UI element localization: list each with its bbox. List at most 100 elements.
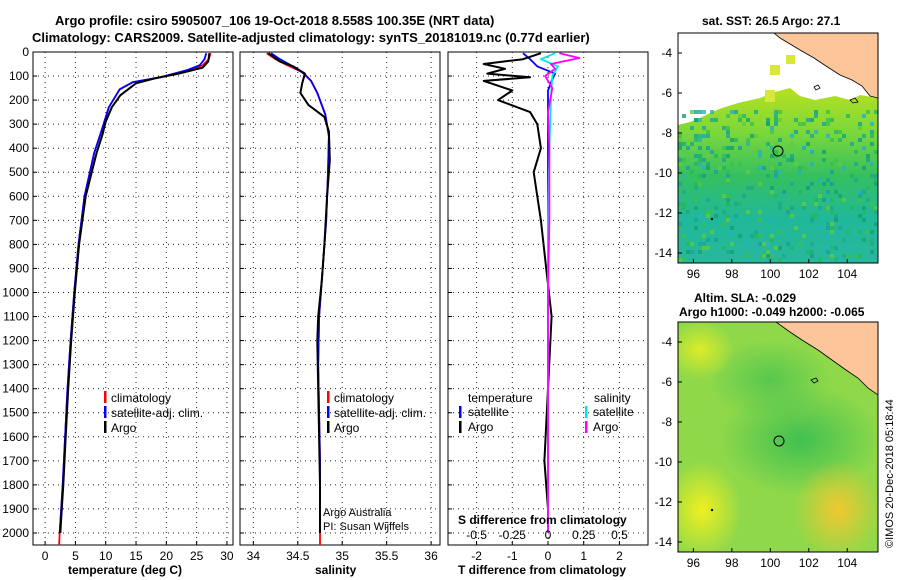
sst-pixel	[838, 138, 842, 142]
sst-speckles	[678, 110, 878, 262]
sst-pixel	[710, 230, 714, 234]
legend-swatch-argo	[327, 421, 330, 433]
sst-pixel	[746, 254, 750, 258]
salinity-diff-tick-label: 0	[545, 528, 552, 542]
sst-pixel	[834, 258, 838, 262]
sst-pixel	[746, 170, 750, 174]
legend-t-satellite: satellite	[468, 405, 509, 419]
salinity-diff-ticks: -0.5 -0.25 0 0.25 0.5	[466, 528, 628, 542]
sst-pixel	[694, 218, 698, 222]
sst-pixel	[726, 194, 730, 198]
sst-pixel	[834, 214, 838, 218]
sst-pixel	[826, 190, 830, 194]
legend-swatch-t-argo	[459, 421, 462, 433]
sst-pixel	[806, 142, 810, 146]
salinity-diff-tick-label: 0.25	[572, 528, 596, 542]
sst-pixel	[770, 166, 774, 170]
sst-pixel	[726, 134, 730, 138]
depth-tick-label: 100	[9, 69, 29, 83]
difference-lines	[482, 52, 581, 533]
sst-pixel	[842, 238, 846, 242]
sst-pixel	[702, 166, 706, 170]
difference-x-tick-label: 0	[545, 549, 552, 563]
sst-pixel	[802, 206, 806, 210]
sst-pixel	[722, 158, 726, 162]
sst-pixel	[678, 170, 682, 174]
sst-pixel	[698, 182, 702, 186]
sst-map-frame	[677, 32, 879, 264]
sla-land	[775, 322, 878, 396]
sla-map-title-1: Altim. SLA: -0.029	[694, 291, 796, 305]
sst-pixel	[678, 202, 682, 206]
sst-pixel	[694, 206, 698, 210]
depth-tick-label: 900	[9, 261, 29, 275]
temperature-legend: climatology satellite-adj. clim. Argo	[104, 391, 203, 435]
depth-tick-label: 800	[9, 237, 29, 251]
sst-pixel	[854, 254, 858, 258]
sst-pixel	[858, 122, 862, 126]
sst-pixel	[682, 158, 686, 162]
temperature-lines	[58, 52, 212, 545]
sst-pixel	[862, 210, 866, 214]
legend-swatch-s-argo	[585, 421, 588, 433]
sst-pixel	[826, 250, 830, 254]
sst-pixel	[698, 110, 702, 114]
sst-patch-2	[765, 90, 775, 102]
legend-salinity-title: salinity	[594, 391, 631, 405]
sst-pixel	[714, 154, 718, 158]
sst-pixel	[730, 162, 734, 166]
sst-pixel	[774, 170, 778, 174]
sst-pixel	[838, 162, 842, 166]
depth-tick-label: 400	[9, 141, 29, 155]
sst-pixel	[858, 126, 862, 130]
temperature-x-tick-label: 30	[220, 549, 234, 563]
sst-pixel	[746, 142, 750, 146]
sst-pixel	[766, 174, 770, 178]
sst-pixel	[734, 110, 738, 114]
sst-pixel	[714, 206, 718, 210]
sst-pixel	[830, 206, 834, 210]
sst-pixel	[822, 198, 826, 202]
temperature-grid	[33, 51, 233, 545]
sst-pixel	[726, 202, 730, 206]
sst-pixel	[778, 118, 782, 122]
sst-pixel	[798, 122, 802, 126]
sst-pixel	[770, 130, 774, 134]
depth-axis: 0 100 200 300 400 500 600 700 800 900 1000 1100 1200…	[2, 45, 29, 540]
sst-pixel	[826, 110, 830, 114]
sst-pixel	[726, 214, 730, 218]
sst-pixel	[766, 118, 770, 122]
sst-pixel	[698, 242, 702, 246]
legend-t-argo: Argo	[468, 420, 494, 434]
series-line-argo	[267, 52, 331, 533]
sst-pixel	[686, 210, 690, 214]
sst-pixel	[770, 234, 774, 238]
sst-pixel	[826, 118, 830, 122]
sst-pixel	[830, 182, 834, 186]
sst-pixel	[870, 134, 874, 138]
sst-pixel	[770, 254, 774, 258]
sst-pixel	[798, 166, 802, 170]
sst-pixel	[834, 150, 838, 154]
sst-pixel	[754, 234, 758, 238]
legend-swatch-satellite	[327, 406, 330, 418]
sla-map-frame	[677, 321, 879, 553]
sst-pixel	[770, 186, 774, 190]
sst-pixel	[874, 150, 878, 154]
sst-pixel	[762, 178, 766, 182]
sst-pixel	[818, 206, 822, 210]
sst-pixel	[814, 214, 818, 218]
sst-pixel	[734, 214, 738, 218]
sst-pixel	[862, 114, 866, 118]
sla-dot	[710, 508, 714, 512]
sst-pixel	[734, 202, 738, 206]
sst-pixel	[758, 218, 762, 222]
sst-pixel	[694, 162, 698, 166]
sst-pixel	[830, 222, 834, 226]
sst-pixel	[786, 206, 790, 210]
sst-pixel	[714, 238, 718, 242]
temperature-x-tick-label: 5	[72, 549, 79, 563]
difference-x-tick-label: 2	[616, 549, 623, 563]
sst-pixel	[786, 242, 790, 246]
sst-pixel	[862, 218, 866, 222]
